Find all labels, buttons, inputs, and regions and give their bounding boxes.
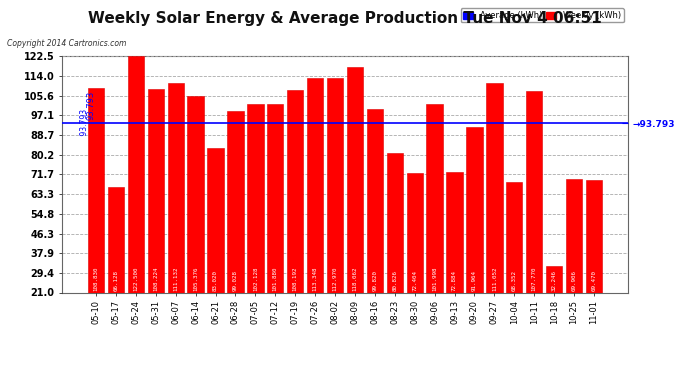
Text: 122.500: 122.500: [133, 267, 138, 291]
Text: 69.906: 69.906: [571, 270, 577, 291]
Text: 99.028: 99.028: [233, 270, 238, 291]
Bar: [446, 172, 463, 292]
Bar: [347, 67, 363, 292]
Text: 108.830: 108.830: [93, 267, 99, 291]
Text: 93.793: 93.793: [80, 108, 89, 138]
Text: 66.128: 66.128: [113, 270, 119, 291]
Text: 72.884: 72.884: [452, 270, 457, 291]
Bar: [566, 178, 582, 292]
Bar: [287, 90, 304, 292]
Bar: [406, 173, 423, 292]
Text: 102.128: 102.128: [253, 267, 258, 291]
Bar: [108, 188, 124, 292]
Text: 72.404: 72.404: [412, 270, 417, 291]
Text: 68.352: 68.352: [512, 270, 517, 291]
Bar: [486, 83, 502, 292]
Text: 91.964: 91.964: [472, 270, 477, 291]
Text: 112.970: 112.970: [333, 267, 337, 291]
Bar: [426, 104, 443, 292]
Text: Weekly Solar Energy & Average Production Tue Nov 4 06:51: Weekly Solar Energy & Average Production…: [88, 11, 602, 26]
Text: 111.052: 111.052: [492, 267, 497, 291]
Bar: [88, 88, 104, 292]
Text: Copyright 2014 Cartronics.com: Copyright 2014 Cartronics.com: [7, 39, 126, 48]
Bar: [188, 96, 204, 292]
Bar: [546, 266, 562, 292]
Bar: [247, 104, 264, 292]
Text: 80.826: 80.826: [393, 270, 397, 291]
Bar: [506, 182, 522, 292]
Bar: [227, 111, 244, 292]
Text: 83.020: 83.020: [213, 270, 218, 291]
Text: 107.770: 107.770: [532, 267, 537, 291]
Bar: [386, 153, 403, 292]
Text: 93.793: 93.793: [86, 90, 95, 120]
Bar: [327, 78, 343, 292]
Text: 99.820: 99.820: [373, 270, 377, 291]
Bar: [128, 56, 144, 292]
Text: 108.224: 108.224: [153, 267, 158, 291]
Text: 108.192: 108.192: [293, 267, 297, 291]
Text: 69.470: 69.470: [591, 270, 597, 291]
Text: 111.132: 111.132: [173, 267, 178, 291]
Bar: [307, 78, 324, 292]
Bar: [207, 148, 224, 292]
Bar: [366, 109, 383, 292]
Bar: [168, 83, 184, 292]
Text: 101.880: 101.880: [273, 267, 278, 291]
Bar: [586, 180, 602, 292]
Text: 118.062: 118.062: [353, 267, 357, 291]
Bar: [267, 104, 284, 292]
Text: 101.998: 101.998: [432, 267, 437, 291]
Text: 32.246: 32.246: [552, 270, 557, 291]
Bar: [148, 90, 164, 292]
Text: 105.376: 105.376: [193, 267, 198, 291]
Bar: [466, 128, 483, 292]
Legend: Average (kWh), Weekly (kWh): Average (kWh), Weekly (kWh): [461, 9, 624, 22]
Bar: [526, 90, 542, 292]
Text: 113.348: 113.348: [313, 267, 317, 291]
